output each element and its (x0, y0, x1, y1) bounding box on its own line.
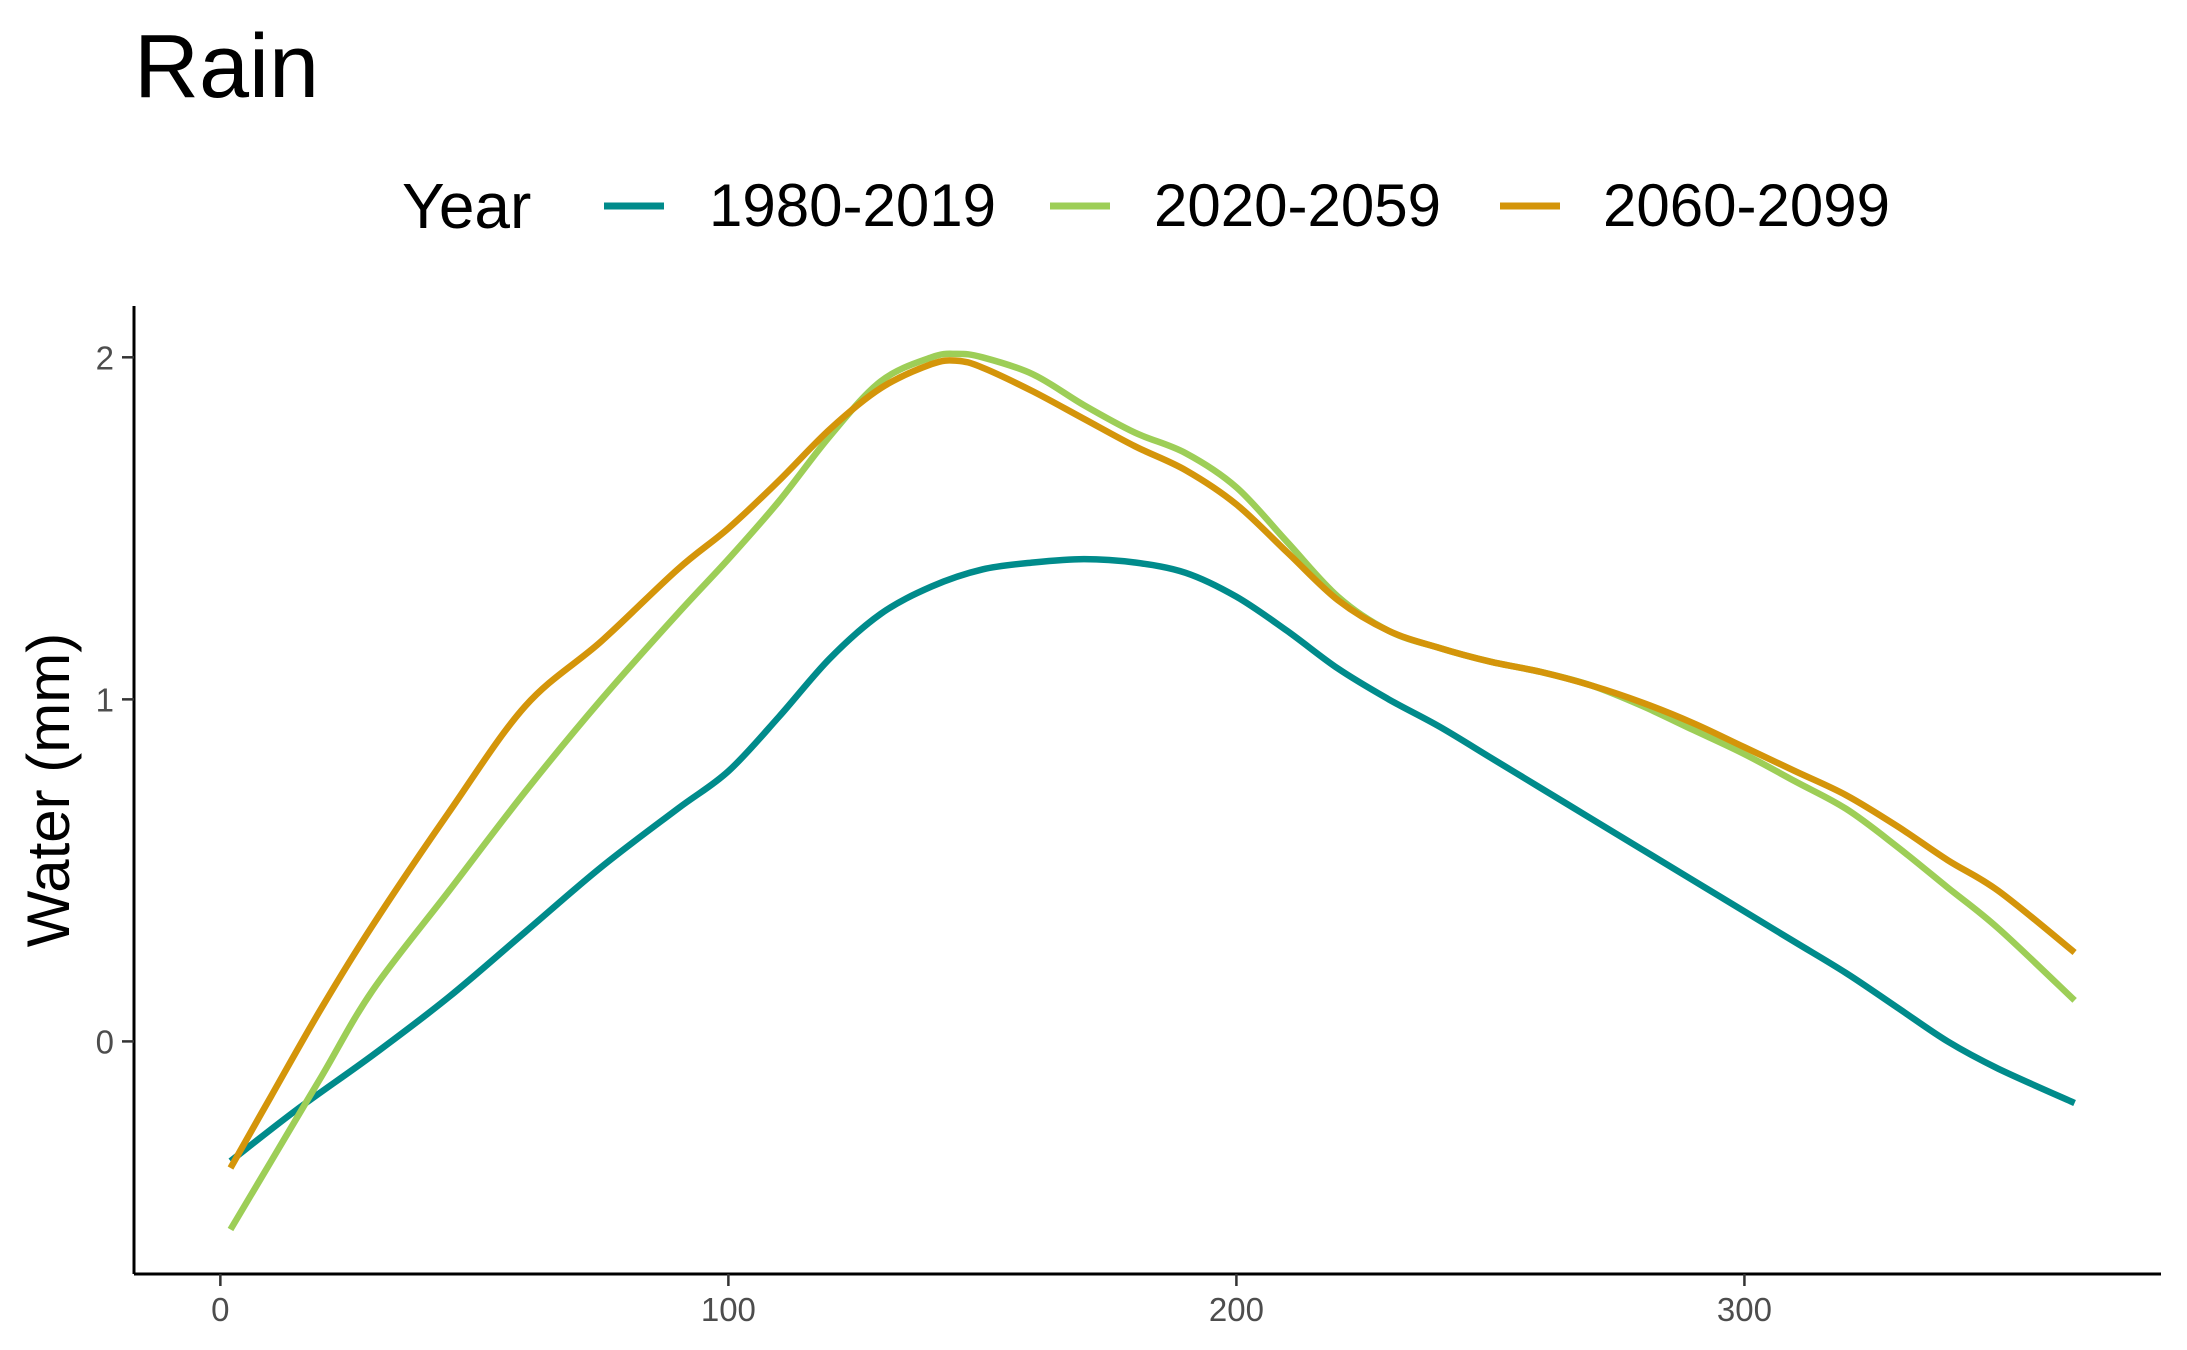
y-tick-label: 2 (96, 339, 114, 376)
x-axis-ticks: 0 100 200 300 (211, 1274, 1772, 1328)
x-tick-label: 200 (1209, 1291, 1264, 1328)
y-tick-label: 0 (96, 1023, 114, 1060)
series-line-2020-2059 (227, 350, 2077, 1232)
plot-area: 0 100 200 300 0 1 2 (96, 306, 2161, 1328)
y-axis-label: Water (mm) (15, 633, 82, 947)
series-line-1980-2019 (228, 555, 2076, 1164)
y-tick-label: 1 (96, 681, 114, 718)
x-tick-label: 100 (701, 1291, 756, 1328)
legend-title: Year (402, 170, 531, 242)
legend-label-2060-2099: 2060-2099 (1603, 172, 1890, 239)
legend-label-2020-2059: 2020-2059 (1154, 172, 1441, 239)
chart-title: Rain (134, 17, 319, 117)
legend: Year 1980-2019 2020-2059 2060-2099 (402, 170, 1890, 242)
series-layer (227, 350, 2077, 1232)
legend-label-1980-2019: 1980-2019 (709, 172, 996, 239)
legend-items: 1980-2019 2020-2059 2060-2099 (604, 172, 1890, 239)
y-axis-ticks: 0 1 2 (96, 339, 134, 1060)
x-tick-label: 0 (211, 1291, 229, 1328)
series-line-2060-2099 (227, 357, 2077, 1170)
x-tick-label: 300 (1717, 1291, 1772, 1328)
